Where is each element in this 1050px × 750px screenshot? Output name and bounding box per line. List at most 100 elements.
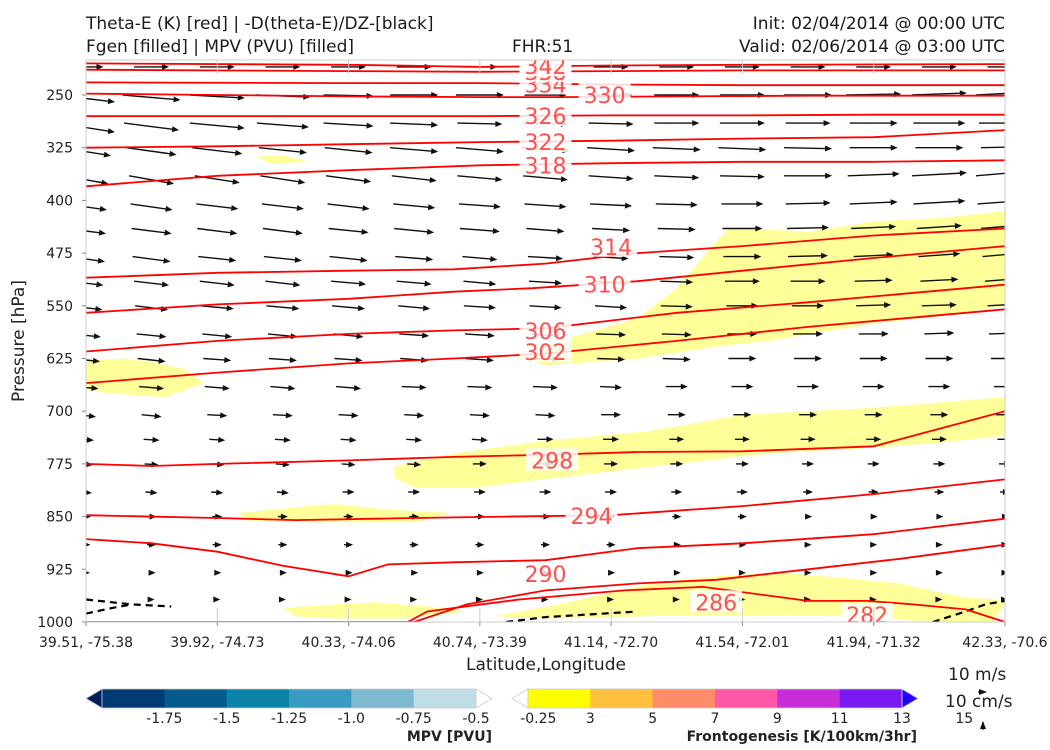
wind-vector-shaft [458,203,495,208]
wind-vector [340,436,357,443]
wind-vector-head [86,571,90,575]
valid-time: Valid: 02/06/2014 @ 03:00 UTC [739,37,1005,57]
wind-vector-head [937,489,945,495]
y-tick-label: 475 [46,246,73,262]
wind-vector-shaft [652,147,695,151]
wind-vector-shaft [203,357,226,361]
y-tick-label: 775 [46,457,73,473]
wind-vector-head [86,542,91,547]
wind-vector-head [870,541,878,548]
wind-vector-head [358,280,367,287]
wind-vector [324,147,373,155]
wind-vector [916,222,962,230]
wind-vector-shaft [851,226,891,230]
wind-vector-head [413,461,422,468]
wind-vector [86,385,99,392]
wind-vector-head [825,172,833,179]
wind-vector-head [757,120,765,127]
wind-vector-shaft [597,357,620,360]
wind-vector-head [413,489,421,495]
theta-e-contour-294 [86,478,1005,522]
wind-vector-head [414,436,423,443]
wind-vector [398,305,431,312]
wind-vector-head [158,357,166,364]
wind-vector-shaft [980,224,1005,230]
wind-vector [790,278,826,285]
wind-vector [131,227,172,236]
wind-vector-head [485,384,493,391]
wind-vector-head [360,256,368,263]
wind-vector [1001,569,1005,576]
wind-vector-head [692,120,700,127]
wind-vector-head [822,224,830,231]
wind-vector-shaft [189,122,239,129]
wind-vector-shaft [975,91,1005,96]
wind-vector [391,175,437,184]
wind-vector [323,122,374,129]
wind-vector [792,302,825,309]
wind-vector-head [890,120,898,127]
wind-vector-head [890,144,898,151]
wind-vector-head [754,253,762,260]
wind-vector-shaft [977,199,1005,205]
wind-vector [334,357,363,363]
wind-vector-shaft [532,385,553,389]
wind-vector-head [107,128,116,134]
wind-vector-head [232,178,240,185]
wind-vector [148,569,156,576]
wind-vector [471,436,488,443]
wind-vector [326,175,372,184]
wind-vector-shaft [395,255,428,260]
wind-vector-shaft [130,203,167,210]
wind-vector [721,200,764,207]
wind-vector-shaft [784,147,827,150]
wind-vector [925,355,954,362]
wind-vector-head [229,229,238,236]
wind-vector [390,121,439,128]
wind-vector-shaft [192,147,237,154]
wind-vector [192,147,243,156]
wind-vector-head [152,436,160,443]
wind-vector [202,333,233,340]
wind-vector-head [746,383,754,390]
theta-e-contour-286 [86,543,1005,622]
wind-vector-head [823,200,831,207]
wind-vector-head [740,489,748,495]
frontogenesis-colorbar-tick-label: 11 [831,711,849,727]
wind-vector-shaft [660,280,688,283]
wind-vector-head [279,569,287,576]
wind-vector [672,596,680,603]
wind-vector [587,147,636,154]
wind-vector-shaft [86,175,103,184]
wind-vector [409,541,419,548]
wind-vector-head [956,144,964,151]
mpv-colorbar-outline [101,688,477,709]
wind-vector-head [1009,384,1016,390]
wind-vector-head [1022,222,1029,229]
wind-vector-shaft [404,414,419,417]
wind-vector-head [680,383,688,390]
wind-vector-shaft [332,305,360,309]
wind-vector-head [880,355,888,362]
x-tick-label: 40.33, -74.06 [302,635,396,651]
wind-vector [718,146,767,153]
y-axis-title: Pressure [hPa] [9,280,29,402]
frontogenesis-colorbar-title: Frontogenesis [K/100km/3hr] [687,729,917,745]
wind-vector [212,541,222,548]
wind-vector-shaft [200,305,228,309]
wind-vector-shaft [463,280,491,285]
wind-vector [659,254,695,261]
wind-vector [595,304,628,311]
theta-e-label-282: 282 [846,604,888,629]
wind-vector-head [938,460,946,467]
wind-vector-head [755,225,763,232]
wind-vector [935,596,943,603]
wind-vector-head [614,384,623,391]
wind-vector [931,436,947,443]
wind-vector-shaft [469,414,484,417]
wind-vector [457,120,503,127]
wind-vector-shaft [270,385,290,389]
wind-vector [467,384,493,391]
y-tick-label: 550 [46,299,73,315]
wind-vector [997,438,1005,440]
